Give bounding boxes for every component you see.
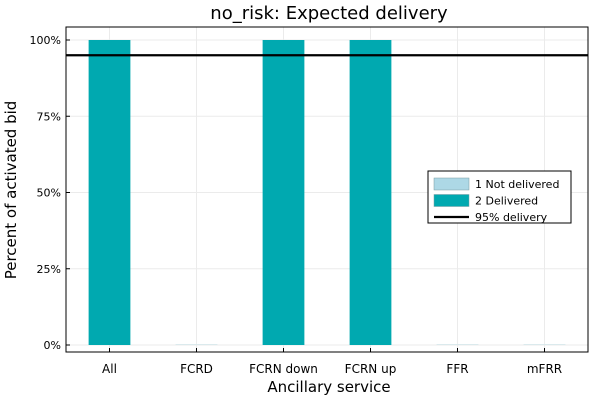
legend-swatch-1 [433,194,470,207]
bar-1-1 [175,344,218,345]
x-tick-label-3: FCRN up [345,362,397,376]
legend-swatch-0 [433,177,470,191]
x-axis-label: Ancillary service [267,378,390,396]
x-tick-label-1: FCRD [180,362,213,376]
bar-1-0 [88,40,131,345]
y-tick-label-2: 50% [37,187,61,200]
x-tick-label-0: All [102,362,117,376]
plot-frame [65,26,589,353]
bar-1-5 [523,344,566,345]
bars [88,40,566,345]
y-tick-label-0: 0% [44,339,61,352]
y-axis-label: Percent of activated bid [2,101,20,280]
y-axis: 0% 25% 50% 75% 100% [30,34,70,352]
bar-1-2 [262,40,305,345]
y-tick-label-1: 25% [37,263,61,276]
x-tick-label-4: FFR [446,362,468,376]
legend-label-2: 95% delivery [475,211,548,224]
legend-label-0: 1 Not delivered [475,178,559,191]
y-tick-label-3: 75% [37,110,61,123]
legend: 1 Not delivered 2 Delivered 95% delivery [427,170,572,224]
chart-title: no_risk: Expected delivery [210,3,448,24]
y-tick-label-4: 100% [30,34,61,47]
legend-label-1: 2 Delivered [475,195,538,208]
x-tick-label-2: FCRN down [249,362,318,376]
bar-1-3 [349,40,392,345]
bar-1-4 [436,344,479,345]
x-tick-label-5: mFRR [527,362,562,376]
x-axis: All FCRD FCRN down FCRN up FFR mFRR [102,348,562,376]
